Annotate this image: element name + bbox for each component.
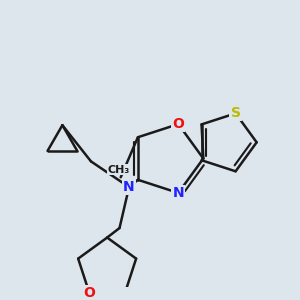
Text: CH₃: CH₃ [108, 165, 130, 175]
Text: S: S [231, 106, 241, 120]
Text: N: N [172, 186, 184, 200]
Text: N: N [123, 180, 135, 194]
Text: O: O [83, 286, 95, 300]
Text: O: O [172, 117, 184, 131]
